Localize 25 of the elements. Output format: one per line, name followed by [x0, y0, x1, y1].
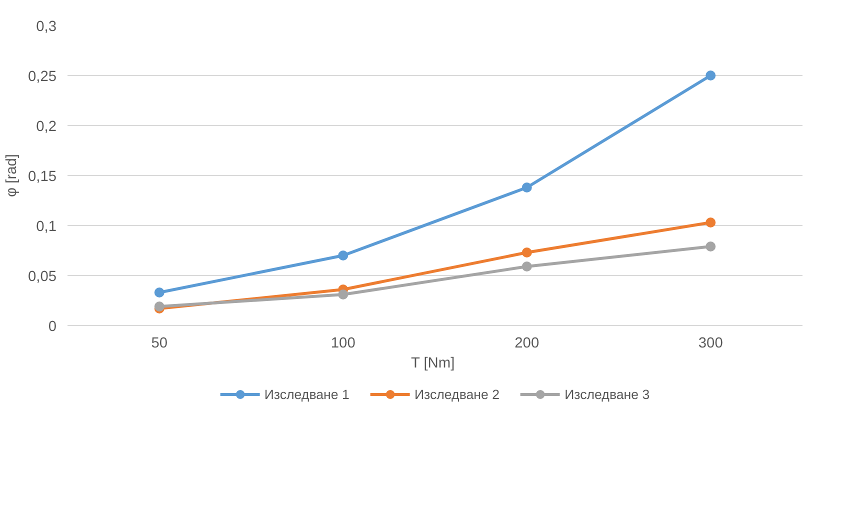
- y-axis-title: φ [rad]: [4, 154, 20, 197]
- y-tick-label: 0,25: [28, 69, 57, 85]
- point: [706, 70, 716, 80]
- point: [522, 182, 532, 192]
- point: [706, 242, 716, 252]
- x-axis-title: T [Nm]: [410, 356, 455, 372]
- x-tick-label: 50: [151, 336, 168, 352]
- x-tick-label: 200: [514, 336, 540, 352]
- legend-label: Изследване 2: [414, 386, 500, 402]
- point: [706, 218, 716, 228]
- x-tick-label: 300: [698, 336, 723, 352]
- point: [338, 250, 348, 260]
- y-tick-label: 0: [48, 319, 57, 335]
- point: [522, 262, 532, 272]
- y-tick-label: 0,05: [28, 269, 57, 285]
- y-tick-label: 0,3: [36, 19, 56, 35]
- legend-label: Изследване 1: [264, 386, 350, 402]
- point: [338, 290, 348, 300]
- point: [522, 248, 532, 258]
- y-tick-label: 0,15: [28, 169, 57, 185]
- x-tick-label: 100: [330, 336, 356, 352]
- y-tick-label: 0,2: [36, 119, 56, 135]
- legend-label: Изследване 3: [564, 386, 650, 402]
- point: [154, 288, 164, 298]
- y-tick-label: 0,1: [36, 219, 56, 235]
